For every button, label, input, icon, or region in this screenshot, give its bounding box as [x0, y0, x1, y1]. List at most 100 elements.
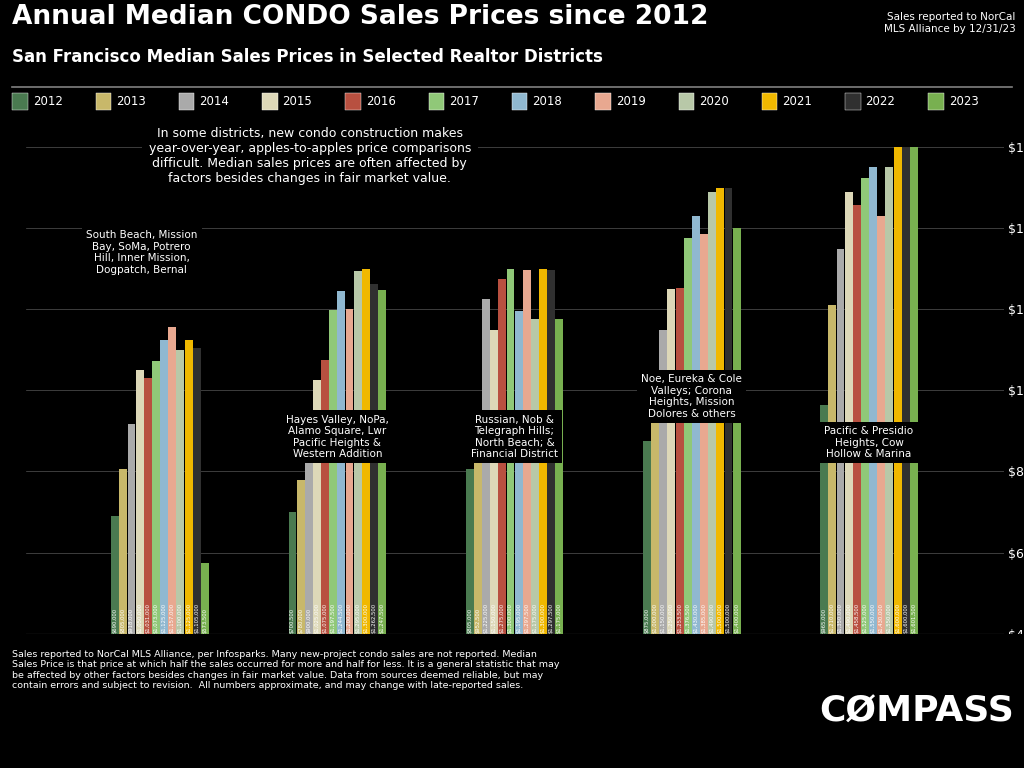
- Text: $1,075,000: $1,075,000: [323, 603, 328, 633]
- Bar: [910, 147, 918, 634]
- Text: $875,000: $875,000: [644, 607, 649, 633]
- Text: 2016: 2016: [366, 94, 396, 108]
- Text: 2014: 2014: [200, 94, 229, 108]
- Bar: [725, 187, 732, 634]
- Text: $1,175,000: $1,175,000: [557, 603, 562, 633]
- FancyBboxPatch shape: [845, 93, 860, 110]
- Text: $1,350,000: $1,350,000: [838, 603, 843, 633]
- Text: Sales reported to NorCal
MLS Alliance by 12/31/23: Sales reported to NorCal MLS Alliance by…: [884, 12, 1016, 34]
- Bar: [466, 469, 474, 634]
- Text: $1,430,000: $1,430,000: [879, 603, 884, 633]
- Text: $918,000: $918,000: [129, 607, 134, 633]
- Bar: [507, 269, 514, 634]
- Bar: [692, 216, 699, 634]
- Text: $900,000: $900,000: [306, 607, 311, 633]
- Text: $1,490,000: $1,490,000: [846, 603, 851, 633]
- Text: 2020: 2020: [699, 94, 729, 108]
- FancyBboxPatch shape: [679, 93, 694, 110]
- Text: $1,247,500: $1,247,500: [380, 603, 385, 633]
- Bar: [490, 329, 498, 634]
- Text: $780,000: $780,000: [298, 607, 303, 633]
- Text: $1,500,000: $1,500,000: [718, 603, 723, 633]
- Bar: [201, 563, 209, 634]
- Text: $1,300,000: $1,300,000: [541, 603, 546, 633]
- Text: $1,376,500: $1,376,500: [685, 603, 690, 633]
- Text: $1,262,500: $1,262,500: [372, 603, 377, 633]
- Text: $1,100,000: $1,100,000: [178, 603, 183, 633]
- Text: $690,000: $690,000: [113, 607, 118, 633]
- Bar: [184, 339, 193, 634]
- Bar: [555, 319, 563, 634]
- Text: 2021: 2021: [782, 94, 812, 108]
- Text: $1,250,000: $1,250,000: [669, 603, 674, 633]
- Text: $1,550,000: $1,550,000: [887, 603, 892, 633]
- Bar: [902, 147, 909, 634]
- Text: $573,500: $573,500: [203, 607, 208, 633]
- Text: 2022: 2022: [865, 94, 896, 108]
- Text: $1,225,000: $1,225,000: [483, 603, 488, 633]
- FancyBboxPatch shape: [595, 93, 610, 110]
- Text: $1,550,000: $1,550,000: [870, 603, 876, 633]
- Bar: [120, 469, 127, 634]
- Bar: [128, 424, 135, 634]
- Text: $1,458,500: $1,458,500: [854, 603, 859, 633]
- Text: $1,050,000: $1,050,000: [137, 603, 142, 633]
- Bar: [684, 238, 691, 634]
- Bar: [547, 270, 555, 634]
- FancyBboxPatch shape: [95, 93, 111, 110]
- Bar: [168, 326, 176, 634]
- Bar: [338, 291, 345, 634]
- Text: $952,500: $952,500: [475, 607, 480, 633]
- Text: $1,073,000: $1,073,000: [154, 603, 159, 633]
- Bar: [820, 405, 828, 634]
- Text: $1,253,500: $1,253,500: [677, 603, 682, 633]
- Text: South Beach, Mission
Bay, SoMa, Potrero
Hill, Inner Mission,
Dogpatch, Bernal: South Beach, Mission Bay, SoMa, Potrero …: [86, 230, 198, 275]
- Bar: [345, 310, 353, 634]
- Text: $1,385,000: $1,385,000: [701, 603, 707, 633]
- Text: $1,197,500: $1,197,500: [331, 603, 336, 633]
- Text: 2015: 2015: [283, 94, 312, 108]
- Bar: [845, 192, 853, 634]
- Text: 2012: 2012: [33, 94, 62, 108]
- Bar: [869, 167, 878, 634]
- Bar: [837, 249, 845, 634]
- Text: $1,297,500: $1,297,500: [524, 603, 529, 633]
- Bar: [482, 300, 490, 634]
- Bar: [297, 479, 304, 634]
- Text: $1,150,000: $1,150,000: [660, 603, 666, 633]
- Bar: [361, 269, 370, 634]
- Text: Annual Median CONDO Sales Prices since 2012: Annual Median CONDO Sales Prices since 2…: [12, 4, 709, 30]
- Text: 2023: 2023: [949, 94, 979, 108]
- Bar: [176, 350, 184, 634]
- FancyBboxPatch shape: [345, 93, 360, 110]
- Bar: [330, 310, 337, 634]
- Text: $1,210,000: $1,210,000: [829, 603, 835, 633]
- Text: CØMPASS: CØMPASS: [819, 694, 1014, 729]
- Text: $1,157,000: $1,157,000: [170, 603, 175, 633]
- Text: $1,600,000: $1,600,000: [903, 603, 908, 633]
- Text: Noe, Eureka & Cole
Valleys; Corona
Heights, Mission
Dolores & others: Noe, Eureka & Cole Valleys; Corona Heigh…: [641, 374, 742, 419]
- Bar: [136, 370, 143, 634]
- Bar: [305, 431, 312, 634]
- Text: $1,297,500: $1,297,500: [549, 603, 554, 633]
- Bar: [499, 279, 506, 634]
- Text: $1,025,000: $1,025,000: [314, 603, 319, 633]
- Text: 2013: 2013: [116, 94, 145, 108]
- Bar: [659, 329, 668, 634]
- FancyBboxPatch shape: [179, 93, 195, 110]
- Text: 2019: 2019: [615, 94, 646, 108]
- Text: 2017: 2017: [450, 94, 479, 108]
- Text: $1,150,000: $1,150,000: [492, 603, 497, 633]
- Text: $1,275,000: $1,275,000: [500, 603, 505, 633]
- Text: $965,000: $965,000: [821, 607, 826, 633]
- Text: $1,600,000: $1,600,000: [895, 603, 900, 633]
- Bar: [378, 290, 386, 634]
- Text: Pacific & Presidio
Heights, Cow
Hollow & Marina: Pacific & Presidio Heights, Cow Hollow &…: [824, 426, 913, 459]
- Bar: [313, 380, 321, 634]
- Bar: [886, 167, 893, 634]
- Bar: [112, 516, 119, 634]
- Text: $1,295,000: $1,295,000: [355, 603, 360, 633]
- Bar: [523, 270, 530, 634]
- Text: $1,175,000: $1,175,000: [532, 603, 538, 633]
- Bar: [717, 187, 724, 634]
